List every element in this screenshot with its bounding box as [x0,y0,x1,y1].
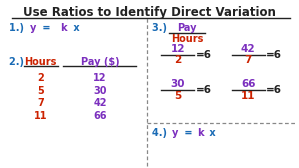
Text: 3.): 3.) [152,23,171,33]
Text: x: x [70,23,80,33]
Text: =6: =6 [196,50,212,60]
Text: Hours: Hours [24,57,57,67]
Text: =6: =6 [266,50,282,60]
Text: 30: 30 [171,79,185,89]
Text: Use Ratios to Identify Direct Variation: Use Ratios to Identify Direct Variation [23,6,276,19]
Text: 2.): 2.) [9,57,27,67]
Text: =: = [39,23,54,33]
Text: 12: 12 [171,44,185,54]
Text: 4.): 4.) [152,128,171,138]
Text: 11: 11 [33,111,47,121]
Text: 66: 66 [241,79,255,89]
Text: 42: 42 [93,98,107,108]
Text: 11: 11 [241,91,255,101]
Text: Hours: Hours [171,34,203,44]
Text: 1.): 1.) [9,23,27,33]
Text: 42: 42 [241,44,255,54]
Text: k: k [197,128,204,138]
Text: 66: 66 [93,111,107,121]
Text: Pay ($): Pay ($) [81,57,120,67]
Text: =6: =6 [266,85,282,95]
Text: Pay: Pay [177,23,197,33]
Text: 2: 2 [174,55,181,66]
Text: y: y [30,23,36,33]
Text: x: x [206,128,215,138]
Text: =6: =6 [196,85,212,95]
Text: 7: 7 [245,55,252,66]
Text: =: = [181,128,196,138]
Text: y: y [172,128,178,138]
Text: k: k [60,23,66,33]
Text: 5: 5 [37,86,44,96]
Text: 2: 2 [37,73,44,83]
Text: 12: 12 [93,73,107,83]
Text: 30: 30 [93,86,107,96]
Text: 7: 7 [37,98,44,108]
Text: 5: 5 [174,91,181,101]
